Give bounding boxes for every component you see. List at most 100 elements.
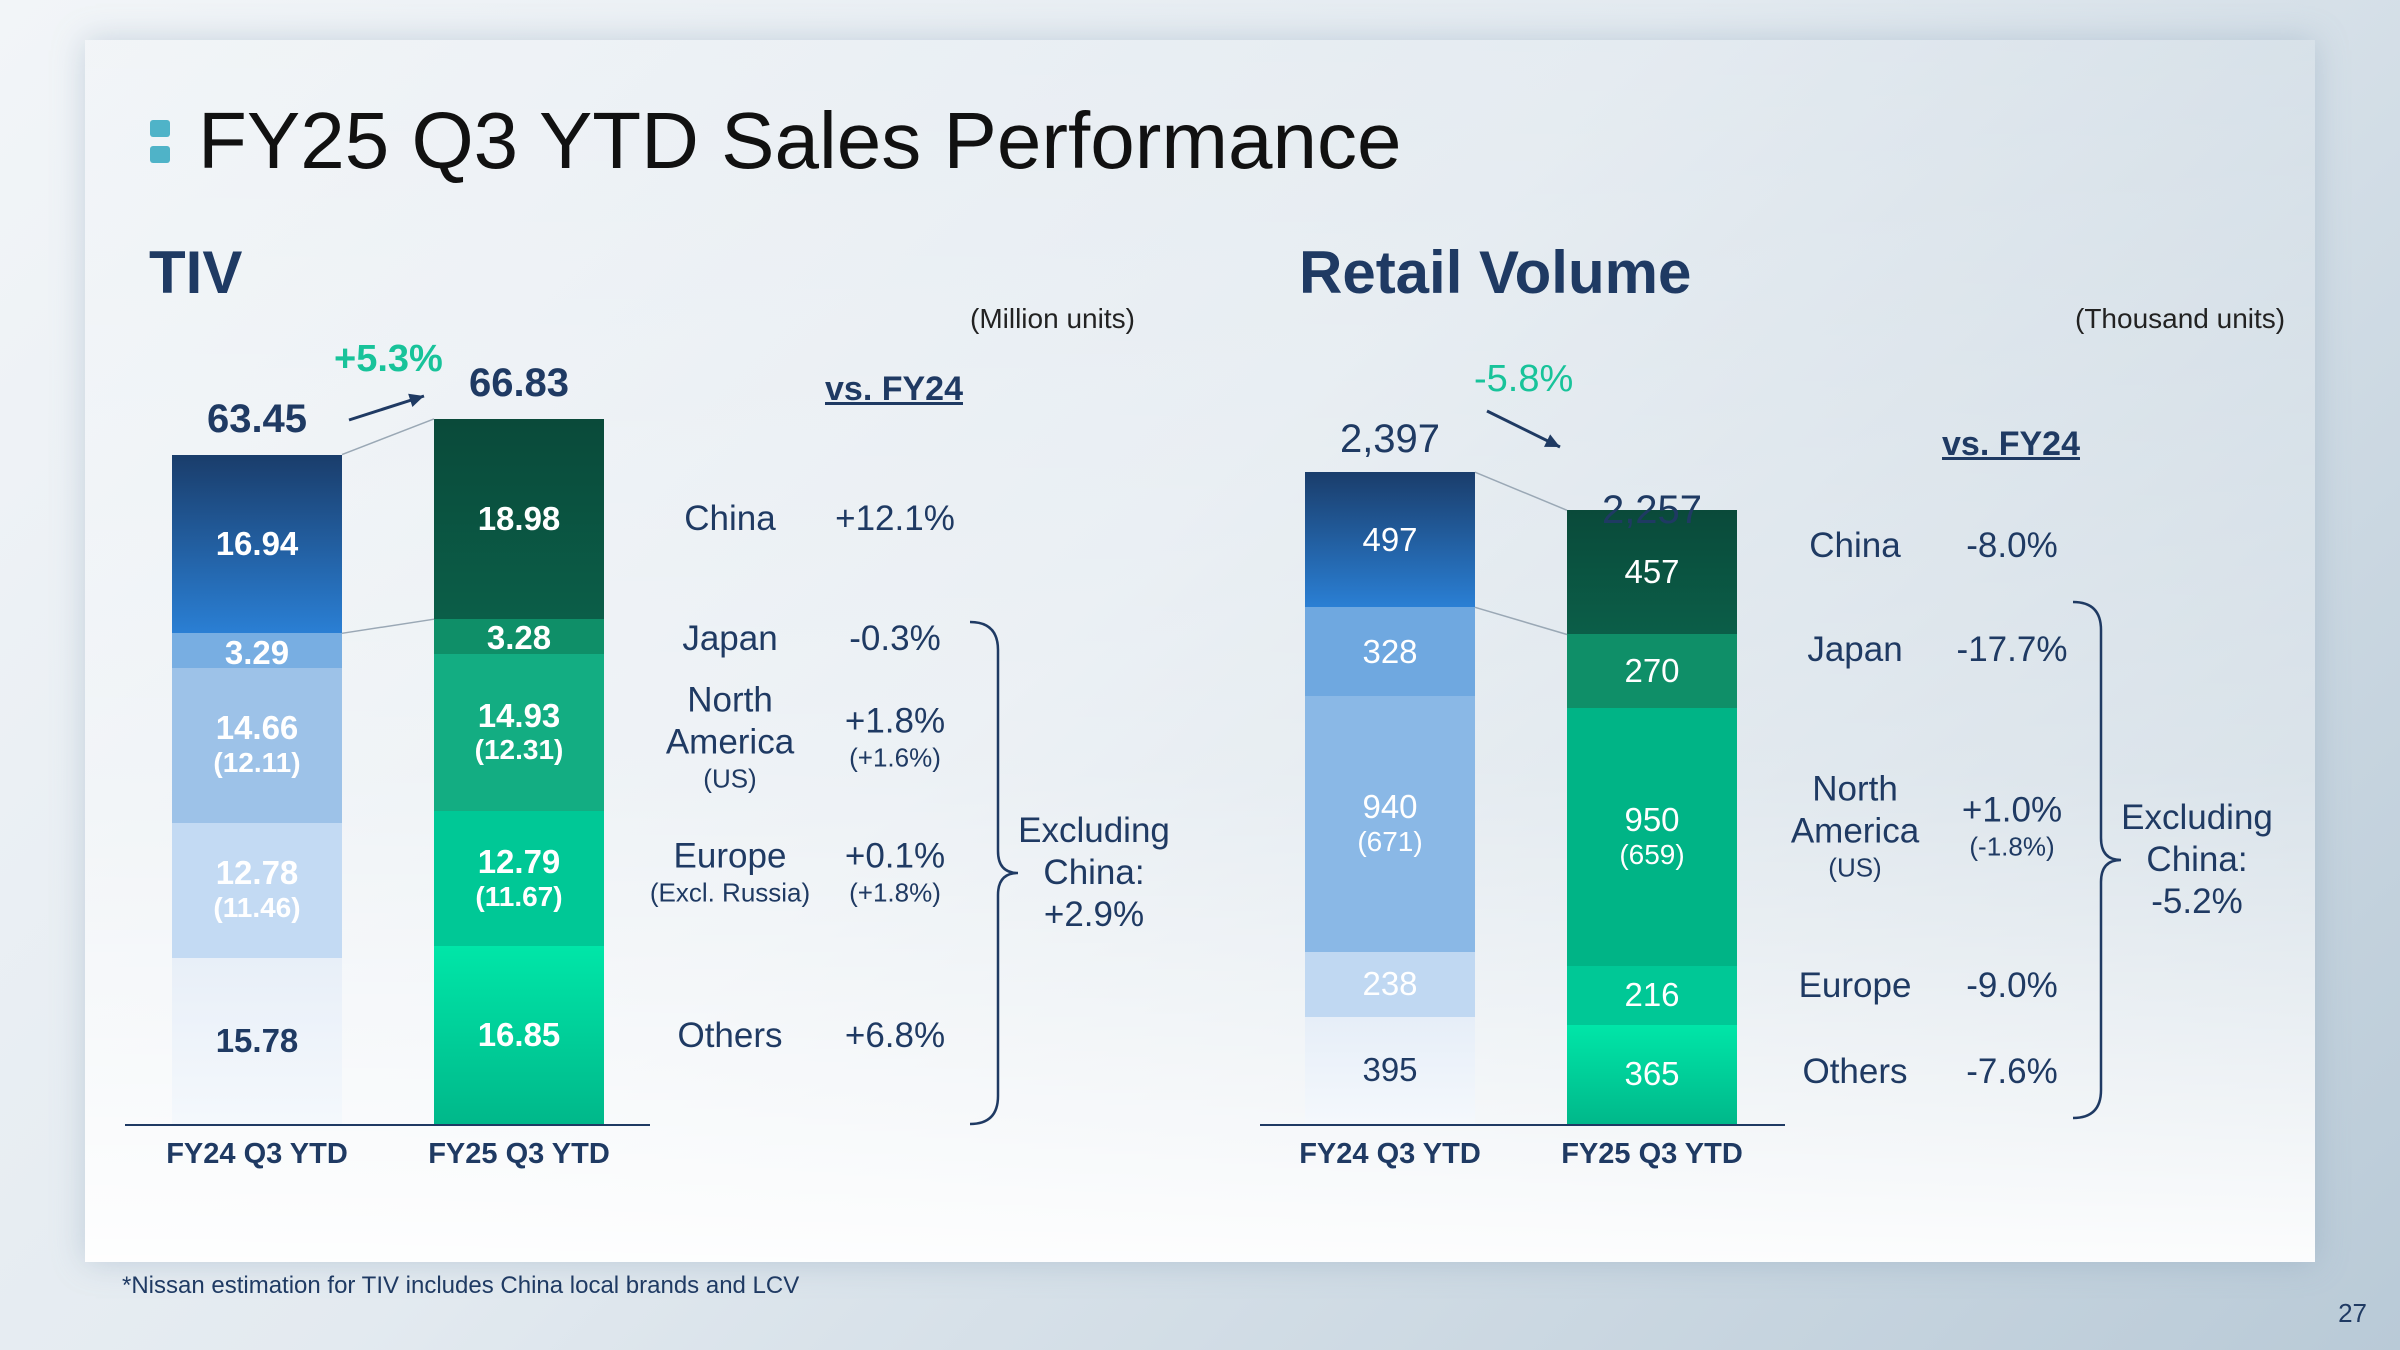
region-label-line: China xyxy=(684,499,776,538)
bar-segment-north-america: 14.93 (12.31) xyxy=(434,653,604,812)
x-axis-line xyxy=(1260,1124,1785,1126)
region-label-line: North xyxy=(1812,769,1898,809)
tiv-growth: +5.3% xyxy=(334,338,443,380)
bar-segment-japan: 270 xyxy=(1567,634,1737,708)
region-label: Europe xyxy=(1799,965,1912,1007)
bar-segment-north-america: 14.66 (12.11) xyxy=(172,668,342,823)
segment-label: 950 (659) xyxy=(1567,801,1737,871)
region-label: North America (US) xyxy=(1791,768,1919,883)
segment-value: 3.29 xyxy=(224,633,290,671)
bar-total-label: 2,397 xyxy=(1339,417,1441,462)
region-change-sub: (+1.8%) xyxy=(849,877,941,908)
segment-value: 3.28 xyxy=(486,619,552,657)
region-label-line: Europe xyxy=(673,836,787,876)
bar-total-label: 63.45 xyxy=(206,396,308,441)
segment-value: 216 xyxy=(1624,976,1680,1014)
region-change: -17.7% xyxy=(1957,629,2068,671)
region-change-sub: (+1.6%) xyxy=(849,742,941,773)
region-label-line: North xyxy=(687,680,773,720)
segment-value: 950 xyxy=(1624,800,1680,838)
segment-value: 365 xyxy=(1624,1055,1680,1093)
connector-top xyxy=(341,418,435,456)
region-change-value: -8.0% xyxy=(1966,526,2058,565)
region-change: -8.0% xyxy=(1966,525,2057,567)
region-label: Others xyxy=(1802,1051,1907,1093)
bar-segment-others: 15.78 xyxy=(172,957,342,1124)
segment-label: 365 xyxy=(1567,1055,1737,1093)
bar-segment-others: 365 xyxy=(1567,1024,1737,1124)
excluding-china-line1: Excluding xyxy=(2121,798,2273,837)
region-label-line: Others xyxy=(677,1016,783,1055)
page-number: 27 xyxy=(2338,1298,2367,1328)
bar-segment-others: 16.85 xyxy=(434,946,604,1124)
segment-value: 940 xyxy=(1362,788,1418,826)
region-change-value: +1.0% xyxy=(1961,790,2063,830)
connector-china-japan xyxy=(1474,606,1568,636)
region-change-value: -17.7% xyxy=(1956,630,2068,669)
segment-value: 270 xyxy=(1624,652,1680,690)
region-label-line: Japan xyxy=(682,619,778,658)
region-change-value: +0.1% xyxy=(844,836,946,876)
bar-segment-others: 395 xyxy=(1305,1016,1475,1124)
region-change: +1.0% (-1.8%) xyxy=(1962,789,2062,862)
region-label: China xyxy=(684,498,775,540)
footnote: *Nissan estimation for TIV includes Chin… xyxy=(122,1272,800,1299)
bar-segment-north-america: 940 (671) xyxy=(1305,696,1475,952)
region-change: +0.1% (+1.8%) xyxy=(845,835,945,908)
region-change: -9.0% xyxy=(1966,965,2057,1007)
bar-segment-europe: 12.79 (11.67) xyxy=(434,811,604,947)
connector-top xyxy=(1474,471,1568,511)
segment-label: 12.78 (11.46) xyxy=(172,854,342,924)
segment-label: 3.29 xyxy=(172,634,342,672)
segment-label: 12.79 (11.67) xyxy=(434,843,604,913)
segment-value: 14.93 xyxy=(477,696,561,734)
segment-value: 12.79 xyxy=(477,842,561,880)
region-sublabel: (US) xyxy=(703,763,757,794)
region-label-line: Others xyxy=(1802,1052,1908,1091)
segment-value: 395 xyxy=(1362,1051,1418,1089)
region-label-line: America xyxy=(665,722,795,762)
segment-value: 238 xyxy=(1362,965,1418,1003)
segment-value: 328 xyxy=(1362,632,1418,670)
x-tick-label: FY25 Q3 YTD xyxy=(428,1138,610,1170)
bar-total-label: 66.83 xyxy=(468,360,570,405)
segment-label: 15.78 xyxy=(172,1022,342,1060)
region-change-value: +12.1% xyxy=(835,499,955,538)
bar-segment-europe: 216 xyxy=(1567,966,1737,1025)
region-change: -7.6% xyxy=(1966,1051,2057,1093)
segment-subvalue: (11.67) xyxy=(475,880,563,912)
bar-segment-japan: 3.28 xyxy=(434,619,604,657)
bar-segment-japan: 328 xyxy=(1305,607,1475,697)
region-sublabel: (Excl. Russia) xyxy=(649,877,811,908)
segment-label: 457 xyxy=(1567,553,1737,591)
region-label-line: China xyxy=(1809,526,1901,565)
segment-subvalue: (11.46) xyxy=(213,892,301,924)
bar-total-label: 2,257 xyxy=(1601,488,1703,533)
region-change: +6.8% xyxy=(845,1015,945,1057)
region-change-value: -9.0% xyxy=(1966,966,2058,1005)
segment-label: 16.94 xyxy=(172,525,342,563)
bar-segment-japan: 3.29 xyxy=(172,633,342,671)
region-change-value: -0.3% xyxy=(849,619,941,658)
segment-value: 18.98 xyxy=(477,500,561,538)
segment-label: 18.98 xyxy=(434,500,604,538)
excluding-china-value: +2.9% xyxy=(1043,895,1145,934)
region-label: Japan xyxy=(682,618,777,660)
segment-value: 457 xyxy=(1624,553,1680,591)
excluding-china-note: Excluding China: +2.9% xyxy=(1018,810,1170,936)
x-tick-label: FY25 Q3 YTD xyxy=(1561,1138,1743,1170)
region-label: China xyxy=(1809,525,1900,567)
segment-subvalue: (12.31) xyxy=(474,734,564,766)
segment-label: 3.28 xyxy=(434,619,604,657)
region-label-line: America xyxy=(1790,811,1920,851)
tiv-unit: (Million units) xyxy=(970,303,1135,334)
region-sublabel: (US) xyxy=(1828,852,1882,883)
excluding-china-line1: Excluding xyxy=(1018,811,1170,850)
retail-title: Retail Volume xyxy=(1299,239,1692,306)
connector-china-japan xyxy=(341,618,435,635)
bar-segment-europe: 12.78 (11.46) xyxy=(172,822,342,958)
growth-arrow-head xyxy=(408,393,424,408)
retail-unit: (Thousand units) xyxy=(2075,303,2286,334)
segment-value: 16.85 xyxy=(477,1016,561,1054)
